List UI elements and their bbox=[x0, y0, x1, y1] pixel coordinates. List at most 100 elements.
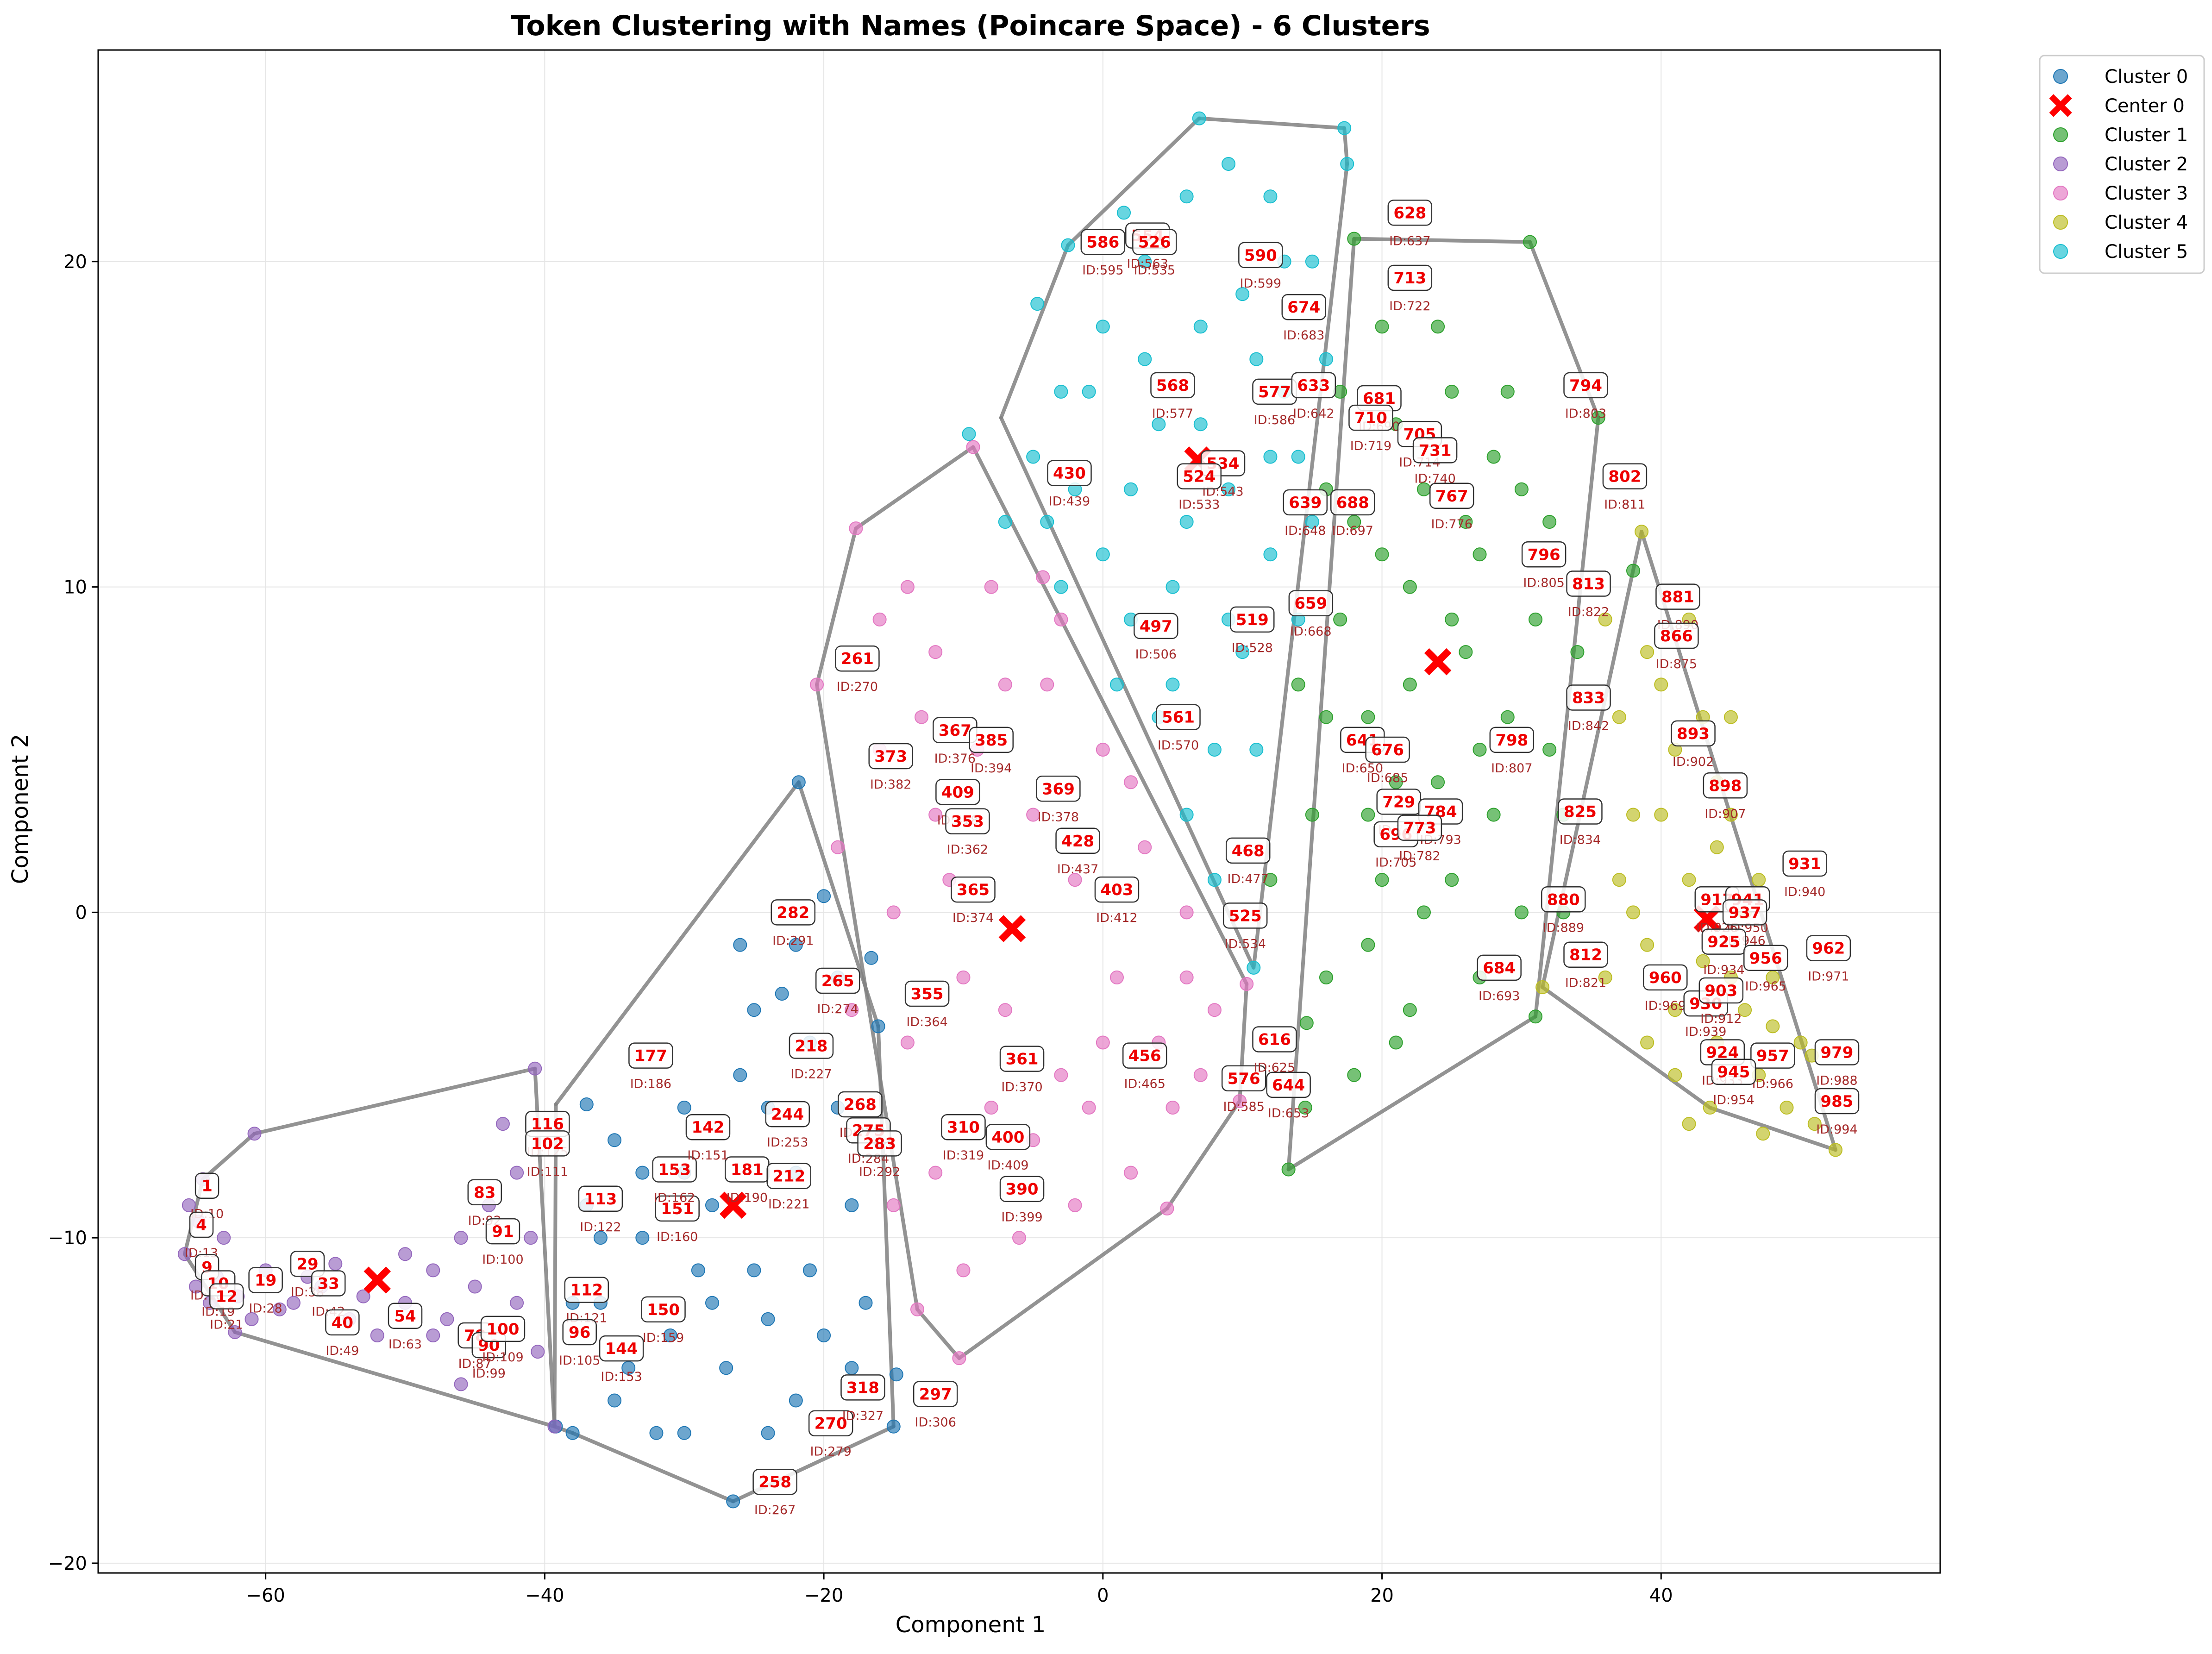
data-point bbox=[677, 1101, 691, 1115]
annotation-box bbox=[1225, 837, 1271, 864]
data-point bbox=[1529, 612, 1543, 627]
data-point bbox=[1319, 352, 1333, 366]
annotation-id: ID:535 bbox=[1134, 263, 1175, 278]
data-point bbox=[1696, 954, 1710, 968]
data-point bbox=[1710, 840, 1724, 854]
annotation-name: 713 bbox=[1393, 269, 1426, 288]
data-point bbox=[1235, 287, 1250, 301]
hull-edge bbox=[554, 780, 801, 1106]
legend-label: Cluster 2 bbox=[2105, 154, 2188, 175]
data-point bbox=[775, 987, 789, 1001]
data-point bbox=[1375, 547, 1389, 562]
annotation-name: 218 bbox=[795, 1037, 827, 1056]
legend: Cluster 0 Center 0 Cluster 1 Cluster 2 Clust… bbox=[2039, 55, 2205, 274]
annotation-id: ID:650 bbox=[1342, 761, 1383, 776]
data-point bbox=[1612, 873, 1626, 887]
point-annotation: 813 ID:822 bbox=[1566, 570, 1611, 620]
point-annotation: 628 ID:637 bbox=[1387, 200, 1433, 248]
annotation-id: ID:834 bbox=[1560, 833, 1601, 847]
annotation-name: 385 bbox=[975, 731, 1008, 750]
annotation-box bbox=[1122, 1042, 1167, 1069]
data-point bbox=[1179, 808, 1194, 822]
data-point bbox=[510, 1165, 524, 1180]
data-point bbox=[1598, 612, 1612, 627]
point-annotation: 244 ID:253 bbox=[765, 1101, 810, 1150]
annotation-box bbox=[752, 1468, 797, 1495]
data-point bbox=[1375, 320, 1389, 334]
legend-box bbox=[2039, 55, 2205, 274]
data-point bbox=[1654, 808, 1668, 822]
point-annotation: 40 ID:49 bbox=[325, 1309, 360, 1358]
annotation-box bbox=[1489, 727, 1535, 753]
annotation-id: ID:939 bbox=[1685, 1025, 1726, 1039]
annotation-id: ID:595 bbox=[1082, 263, 1123, 278]
annotation-name: 373 bbox=[874, 747, 907, 766]
annotation-name: 310 bbox=[947, 1118, 980, 1137]
data-point bbox=[1040, 677, 1054, 692]
annotation-box bbox=[945, 808, 990, 834]
annotation-id: ID:889 bbox=[1543, 921, 1584, 935]
data-point bbox=[1431, 320, 1445, 334]
point-annotation: 318 ID:327 bbox=[840, 1374, 885, 1423]
annotation-id: ID:159 bbox=[643, 1331, 684, 1345]
annotation-id: ID:805 bbox=[1523, 576, 1564, 590]
annotation-name: 497 bbox=[1140, 617, 1172, 636]
annotation-box bbox=[655, 1195, 700, 1222]
annotation-name: 773 bbox=[1403, 819, 1436, 838]
point-annotation: 525 ID:534 bbox=[1222, 902, 1268, 951]
point-annotation: 355 ID:364 bbox=[904, 980, 950, 1029]
annotation-box bbox=[564, 1277, 609, 1303]
annotation-name: 644 bbox=[1272, 1076, 1305, 1095]
point-annotation: 497 ID:506 bbox=[1134, 613, 1178, 662]
data-point bbox=[1486, 808, 1501, 822]
data-point bbox=[956, 1263, 971, 1278]
annotation-box bbox=[1283, 489, 1328, 516]
point-annotation: 893 ID:902 bbox=[1671, 720, 1716, 769]
annotation-box bbox=[1806, 935, 1851, 961]
data-point bbox=[1626, 905, 1640, 920]
data-point bbox=[1082, 1101, 1096, 1115]
data-point bbox=[1361, 710, 1375, 724]
annotation-id: ID:907 bbox=[1704, 807, 1746, 821]
point-annotation: 310 ID:319 bbox=[941, 1114, 986, 1163]
data-point bbox=[1179, 515, 1194, 529]
annotation-id: ID:563 bbox=[1127, 257, 1168, 271]
data-point bbox=[1247, 960, 1261, 975]
point-annotation: 177 ID:186 bbox=[628, 1042, 673, 1091]
annotation-name: 881 bbox=[1661, 588, 1694, 607]
annotation-name: 937 bbox=[1729, 903, 1761, 922]
data-point bbox=[956, 970, 971, 984]
hull-edge bbox=[1534, 416, 1600, 1019]
annotation-name: 353 bbox=[951, 813, 984, 831]
annotation-name: 633 bbox=[1297, 376, 1330, 395]
data-point bbox=[1166, 1101, 1180, 1115]
annotation-box bbox=[835, 645, 880, 672]
data-point bbox=[1723, 808, 1738, 822]
annotation-id: ID:875 bbox=[1656, 657, 1697, 671]
annotation-name: 628 bbox=[1393, 204, 1426, 222]
center-marker bbox=[363, 1266, 391, 1294]
annotation-name: 893 bbox=[1677, 725, 1710, 743]
annotation-id: ID:807 bbox=[1491, 761, 1532, 776]
annotation-id: ID:370 bbox=[1001, 1080, 1042, 1095]
point-annotation: 261 ID:270 bbox=[835, 645, 880, 694]
point-annotation: 519 ID:528 bbox=[1230, 606, 1275, 655]
annotation-box bbox=[1814, 1039, 1860, 1065]
point-annotation: 979 ID:988 bbox=[1814, 1039, 1860, 1088]
annotation-name: 1 bbox=[201, 1177, 213, 1196]
annotation-box bbox=[1080, 229, 1126, 255]
annotation-name: 54 bbox=[394, 1307, 416, 1326]
annotation-name: 83 bbox=[474, 1184, 495, 1202]
x-tick-label: −20 bbox=[804, 1585, 843, 1606]
annotation-id: ID:653 bbox=[1268, 1106, 1309, 1121]
data-point bbox=[1403, 580, 1417, 594]
data-point bbox=[886, 1198, 901, 1212]
point-annotation: 962 ID:971 bbox=[1806, 935, 1851, 984]
data-point bbox=[328, 1257, 343, 1271]
annotation-name: 390 bbox=[1006, 1180, 1039, 1199]
data-point bbox=[398, 1247, 412, 1261]
annotation-name: 113 bbox=[584, 1190, 617, 1209]
data-point bbox=[1514, 482, 1529, 496]
annotation-name: 903 bbox=[1704, 982, 1737, 1000]
